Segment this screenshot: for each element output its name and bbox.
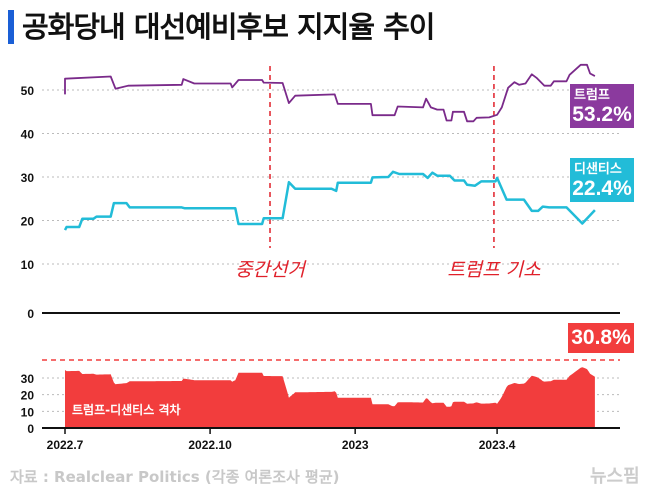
desantis-name: 디샌티스 [574, 161, 622, 176]
y-tick-label: 50 [21, 84, 35, 98]
x-tick-label: 2022.7 [47, 438, 84, 452]
desantis-line [63, 170, 596, 231]
trump-name: 트럼프 [574, 87, 610, 102]
x-tick-label: 2023.4 [479, 438, 516, 452]
desantis-label-box: 디샌티스 22.4% [570, 158, 634, 202]
y-tick-label: 30 [21, 171, 35, 185]
desantis-value: 22.4% [572, 177, 632, 200]
gap-y-tick-label: 10 [21, 405, 35, 419]
gap-y-tick-label: 20 [21, 389, 35, 403]
y-tick-label: 10 [21, 258, 35, 272]
source-note: 자료 : Realclear Politics (각종 여론조사 평균) [10, 468, 340, 486]
gap-value: 30.8% [571, 326, 631, 349]
gap-area [65, 367, 595, 428]
y-tick-label: 20 [21, 215, 35, 229]
y-tick-label: 40 [21, 128, 35, 142]
x-tick-label: 2023 [342, 438, 369, 452]
annotation-label: 중간선거 [235, 259, 306, 281]
gap-label-box: 30.8% [568, 323, 634, 353]
gap-y-tick-label: 0 [27, 422, 34, 436]
x-tick-label: 2022.10 [188, 438, 232, 452]
gap-y-tick-label: 30 [21, 372, 35, 386]
zero-label: 0 [27, 307, 34, 321]
gap-series-label: 트럼프-디샌티스 격차 [72, 402, 181, 417]
title-accent-bar [8, 10, 14, 44]
annotation-label: 트럼프 기소 [447, 259, 541, 281]
trump-label-box: 트럼프 53.2% [570, 84, 634, 128]
logo: 뉴스핌 [590, 466, 640, 487]
trump-value: 53.2% [572, 103, 632, 126]
trump-line [64, 63, 596, 123]
chart-title: 공화당내 대선예비후보 지지율 추이 [22, 10, 435, 44]
